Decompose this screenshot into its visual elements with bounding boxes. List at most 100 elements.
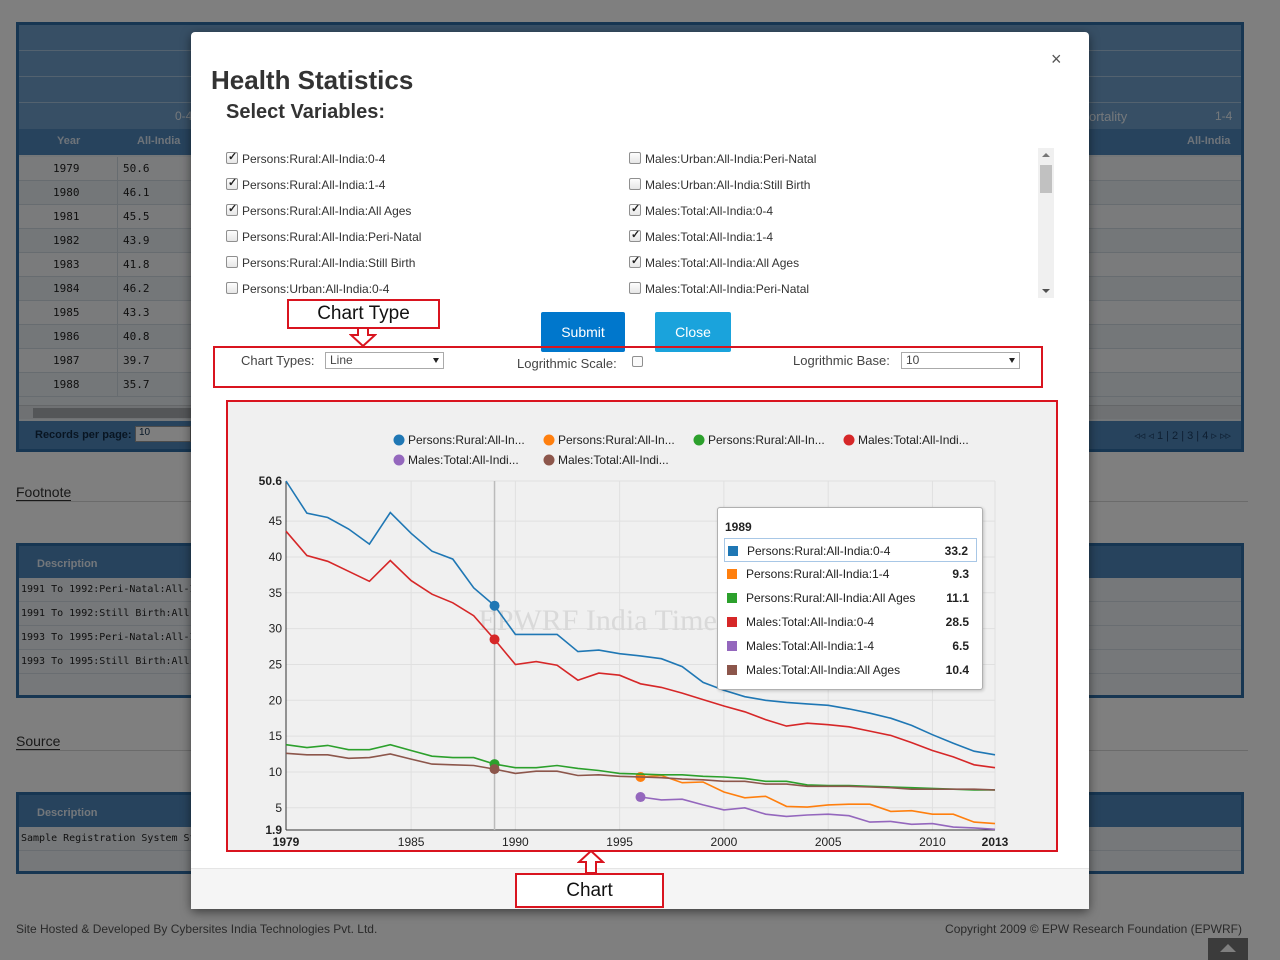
chart-types-value: Line <box>330 353 353 367</box>
log-base-select[interactable]: 10 <box>901 352 1020 369</box>
scrollbar-thumb[interactable] <box>1040 165 1052 193</box>
log-scale-checkbox[interactable] <box>632 356 643 367</box>
hover-point[interactable] <box>489 600 500 611</box>
series-line[interactable] <box>640 796 996 831</box>
series-line[interactable] <box>640 774 996 825</box>
variable-checkbox[interactable] <box>629 202 641 216</box>
tooltip-title: 1989 <box>725 520 752 534</box>
tooltip-row: Persons:Rural:All-India:All Ages 11.1 <box>724 586 977 610</box>
chart-options-highlight <box>213 346 1043 388</box>
legend-item[interactable]: Males:Total:All-Indi... <box>843 433 969 447</box>
hover-point[interactable] <box>489 764 500 775</box>
variable-label: Males:Urban:All-India:Still Birth <box>645 178 811 192</box>
x-tick-label: 1979 <box>273 835 300 849</box>
variable-label: Persons:Rural:All-India:Peri-Natal <box>242 230 422 244</box>
chart-types-select[interactable]: Line <box>325 352 444 369</box>
variable-option[interactable]: Persons:Rural:All-India:Peri-Natal <box>226 226 626 252</box>
tooltip-series-name: Males:Total:All-India:1-4 <box>746 639 875 653</box>
variable-list: Persons:Rural:All-India:0-4 Persons:Rural… <box>221 148 1055 298</box>
series-line[interactable] <box>285 530 996 769</box>
y-tick-label: 10 <box>269 765 283 779</box>
scroll-down-arrow-icon[interactable] <box>1042 289 1050 293</box>
variable-option[interactable]: Persons:Urban:All-India:0-4 <box>226 278 626 298</box>
legend-item[interactable]: Males:Total:All-Indi... <box>393 453 519 467</box>
variable-label: Males:Total:All-India:Peri-Natal <box>645 282 810 296</box>
variable-column-right: Males:Urban:All-India:Peri-Natal Males:Ur… <box>629 148 1029 298</box>
variable-label: Males:Total:All-India:All Ages <box>645 256 800 270</box>
tooltip-swatch <box>727 641 737 651</box>
tooltip-series-value: 10.4 <box>945 663 969 677</box>
chart-tooltip: 1989 Persons:Rural:All-India:0-4 33.2 Pers… <box>717 507 983 690</box>
scroll-up-arrow-icon[interactable] <box>1042 153 1050 157</box>
log-scale-label: Logrithmic Scale: <box>517 356 617 371</box>
legend-item[interactable]: Persons:Rural:All-In... <box>393 433 525 447</box>
variable-list-scrollbar[interactable] <box>1038 148 1054 298</box>
y-tick-label: 20 <box>269 693 283 707</box>
variable-checkbox[interactable] <box>629 228 641 242</box>
variable-checkbox[interactable] <box>629 282 641 294</box>
callout-arrow-icon <box>577 850 605 874</box>
legend-label: Persons:Rural:All-In... <box>558 433 675 447</box>
legend-marker <box>543 454 555 466</box>
variable-option[interactable]: Persons:Rural:All-India:All Ages <box>226 200 626 226</box>
legend-marker <box>393 434 405 446</box>
log-base-value: 10 <box>906 353 920 367</box>
legend-label: Persons:Rural:All-In... <box>708 433 825 447</box>
variable-label: Persons:Rural:All-India:Still Birth <box>242 256 416 270</box>
tooltip-series-value: 6.5 <box>952 639 969 653</box>
submit-button[interactable]: Submit <box>541 312 625 352</box>
variable-option[interactable]: Males:Total:All-India:0-4 <box>629 200 1029 226</box>
y-tick-label: 15 <box>269 729 283 743</box>
variable-checkbox[interactable] <box>226 150 238 164</box>
variable-checkbox[interactable] <box>226 282 238 294</box>
variable-option[interactable]: Males:Urban:All-India:Peri-Natal <box>629 148 1029 174</box>
variable-checkbox[interactable] <box>226 256 238 268</box>
variable-option[interactable]: Persons:Rural:All-India:1-4 <box>226 174 626 200</box>
legend-item[interactable]: Persons:Rural:All-In... <box>693 433 825 447</box>
tooltip-series-value: 33.2 <box>944 544 968 558</box>
series-line[interactable] <box>285 480 996 756</box>
dropdown-arrow-icon <box>433 358 439 363</box>
variable-option[interactable]: Males:Urban:All-India:Still Birth <box>629 174 1029 200</box>
x-tick-label: 2010 <box>919 835 946 849</box>
close-button[interactable]: Close <box>655 312 731 352</box>
tooltip-swatch <box>727 593 737 603</box>
variable-column-left: Persons:Rural:All-India:0-4 Persons:Rural… <box>226 148 626 298</box>
legend-marker <box>543 434 555 446</box>
series-start-point[interactable] <box>635 792 646 803</box>
log-base-label: Logrithmic Base: <box>793 353 890 368</box>
variable-option[interactable]: Persons:Rural:All-India:Still Birth <box>226 252 626 278</box>
close-icon[interactable]: × <box>1051 49 1062 69</box>
variable-checkbox[interactable] <box>629 152 641 164</box>
variable-checkbox[interactable] <box>629 178 641 190</box>
y-tick-label: 45 <box>269 514 283 528</box>
hover-point[interactable] <box>489 634 500 645</box>
x-tick-label: 1995 <box>606 835 633 849</box>
variable-checkbox[interactable] <box>226 230 238 242</box>
tooltip-row: Males:Total:All-India:1-4 6.5 <box>724 634 977 658</box>
variable-option[interactable]: Males:Total:All-India:1-4 <box>629 226 1029 252</box>
tooltip-series-name: Persons:Rural:All-India:All Ages <box>746 591 916 605</box>
y-tick-label: 1.9 <box>265 823 282 837</box>
y-tick-label: 50.6 <box>259 474 283 488</box>
legend-item[interactable]: Persons:Rural:All-In... <box>543 433 675 447</box>
variable-option[interactable]: Persons:Rural:All-India:0-4 <box>226 148 626 174</box>
tooltip-series-name: Persons:Rural:All-India:0-4 <box>747 544 891 558</box>
variable-checkbox[interactable] <box>629 254 641 268</box>
x-tick-label: 1990 <box>502 835 529 849</box>
chart-callout: Chart <box>515 873 664 908</box>
variable-checkbox[interactable] <box>226 176 238 190</box>
legend-label: Persons:Rural:All-In... <box>408 433 525 447</box>
y-tick-label: 35 <box>269 586 283 600</box>
legend-item[interactable]: Males:Total:All-Indi... <box>543 453 669 467</box>
callout-arrow-icon <box>349 328 377 348</box>
health-statistics-modal: × Health Statistics Select Variables: Pe… <box>191 32 1089 909</box>
variable-option[interactable]: Males:Total:All-India:All Ages <box>629 252 1029 278</box>
variable-checkbox[interactable] <box>226 202 238 216</box>
series-line[interactable] <box>285 752 996 791</box>
variable-option[interactable]: Males:Total:All-India:Peri-Natal <box>629 278 1029 298</box>
variable-label: Males:Total:All-India:0-4 <box>645 204 774 218</box>
y-tick-label: 30 <box>269 622 283 636</box>
tooltip-row: Persons:Rural:All-India:1-4 9.3 <box>724 562 977 586</box>
tooltip-row: Males:Total:All-India:0-4 28.5 <box>724 610 977 634</box>
